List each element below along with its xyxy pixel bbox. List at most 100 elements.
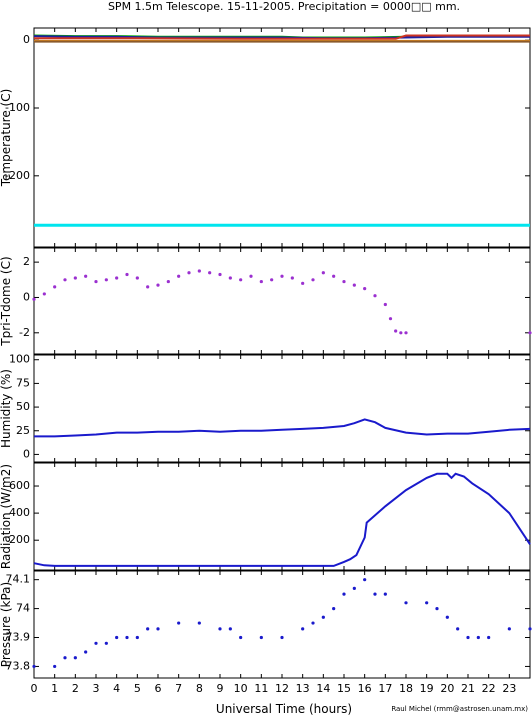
credit-text: Raul Michel (rmm@astrosen.unam.mx) (391, 705, 528, 713)
data-point (383, 302, 387, 307)
data-point (218, 627, 222, 631)
data-point (156, 283, 160, 287)
x-tick-label: 10 (234, 682, 248, 695)
data-point (394, 329, 398, 333)
data-point (435, 606, 439, 611)
data-point (32, 664, 36, 669)
data-point (135, 276, 139, 280)
data-point (73, 656, 77, 660)
data-point (280, 274, 284, 278)
data-point (290, 276, 294, 280)
x-tick-label: 6 (155, 682, 162, 695)
data-point (445, 615, 449, 619)
data-point (63, 278, 67, 282)
x-tick-label: 14 (316, 682, 330, 695)
y-axis-label: Pressure (kPa) (0, 582, 13, 667)
x-axis-label: Universal Time (hours) (216, 702, 352, 716)
data-point (208, 271, 212, 275)
x-tick-label: 5 (134, 682, 141, 695)
series-line-2 (33, 35, 530, 40)
data-point (115, 276, 119, 280)
x-tick-label: 13 (296, 682, 310, 695)
series-line-1 (33, 472, 531, 567)
y-tick-label: 74.1 (6, 573, 31, 586)
data-point (228, 627, 232, 631)
data-point (404, 331, 408, 335)
data-point (476, 635, 480, 640)
y-tick-label: -100 (5, 101, 30, 114)
data-point (94, 279, 98, 284)
data-point (404, 601, 408, 605)
y-tick-label: 50 (16, 400, 30, 413)
data-point (177, 621, 181, 625)
panel-frame (33, 462, 531, 571)
data-point (63, 656, 67, 660)
data-point (94, 641, 98, 645)
panel-frame (33, 27, 531, 248)
data-point (373, 592, 377, 596)
y-tick-label: 200 (9, 533, 30, 546)
data-point (270, 278, 274, 282)
data-point (187, 271, 191, 275)
panel-2: 2 0 -2 Tpri-Tdome (C) (0, 247, 532, 355)
y-axis-label: Radiation (W/m2) (0, 464, 13, 569)
data-point (53, 664, 57, 669)
data-point (507, 627, 511, 631)
data-point (259, 635, 263, 640)
panel-frame (33, 247, 531, 355)
data-point (363, 578, 367, 582)
data-point (342, 592, 346, 596)
data-point (115, 635, 119, 640)
data-point (239, 635, 243, 640)
data-point (156, 627, 160, 631)
data-point (311, 621, 315, 625)
data-point (466, 635, 470, 640)
x-tick-label: 4 (113, 682, 120, 695)
x-tick-label: 1 (51, 682, 58, 695)
x-tick-label: 12 (275, 682, 289, 695)
data-point (249, 274, 253, 278)
data-point (32, 297, 36, 301)
data-point (342, 279, 346, 284)
x-tick-label: 3 (93, 682, 100, 695)
data-point (332, 606, 336, 611)
y-tick-label: 74 (16, 602, 30, 615)
panel-3: 0 25 50 75 100 Humidity (%) (0, 353, 531, 463)
data-point (53, 285, 57, 289)
data-point (259, 279, 263, 284)
data-point (73, 276, 77, 280)
x-tick-label: 2 (72, 682, 79, 695)
data-point (84, 274, 88, 278)
data-point (321, 615, 325, 619)
data-point (166, 279, 170, 284)
x-tick-label: 23 (502, 682, 516, 695)
data-point (399, 331, 403, 335)
data-point (487, 635, 491, 640)
data-point (146, 285, 150, 289)
data-point (197, 269, 201, 273)
x-tick-label: 20 (440, 682, 454, 695)
y-tick-label: 73.9 (6, 631, 31, 644)
x-tick-label: 11 (254, 682, 268, 695)
panel-frame (33, 570, 531, 679)
x-tick-label: 16 (358, 682, 372, 695)
y-tick-label: 0 (23, 447, 30, 460)
x-tick-label: 22 (482, 682, 496, 695)
x-tick-label: 17 (378, 682, 392, 695)
y-tick-label: 100 (9, 353, 30, 366)
x-tick-label: 19 (420, 682, 434, 695)
data-point (311, 278, 315, 282)
data-point (383, 592, 387, 596)
data-point (104, 278, 108, 282)
y-tick-label: 2 (23, 255, 30, 268)
data-point (125, 272, 129, 277)
data-point (332, 274, 336, 278)
panel-frame (33, 354, 531, 463)
data-point (528, 331, 532, 335)
data-point (125, 635, 129, 640)
data-point (228, 276, 232, 280)
